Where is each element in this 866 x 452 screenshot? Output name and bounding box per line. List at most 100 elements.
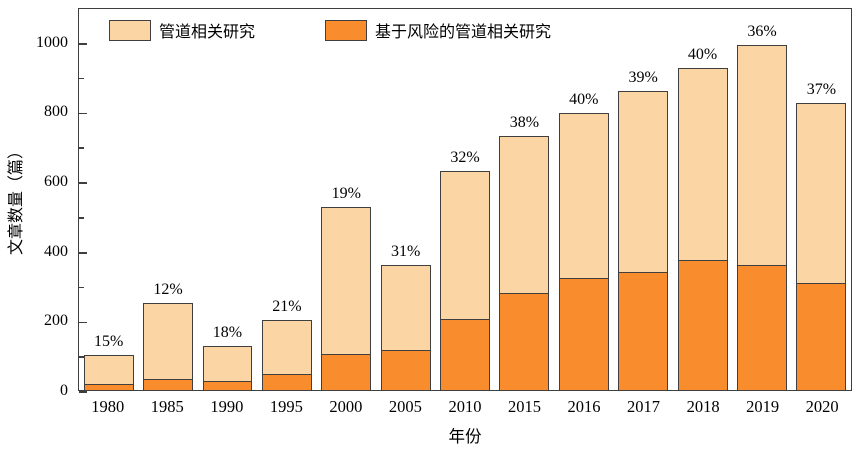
bar-1985: 12% bbox=[143, 281, 194, 390]
y-major-tick bbox=[79, 251, 87, 254]
x-tick-label-2010: 2010 bbox=[448, 397, 482, 416]
bar-segment-pipeline-research bbox=[321, 207, 372, 356]
y-minor-tick bbox=[79, 147, 84, 150]
bar-segment-risk-based-research bbox=[558, 279, 609, 390]
y-major-tick bbox=[79, 43, 87, 45]
bar-percent-label: 19% bbox=[331, 185, 361, 203]
bar-slot-2018: 40% bbox=[673, 9, 732, 390]
y-tick-label: 1000 bbox=[36, 33, 68, 51]
legend-label-risk-based-research: 基于风险的管道相关研究 bbox=[375, 24, 552, 41]
x-tick-label-2016: 2016 bbox=[567, 397, 601, 416]
bar-segment-pipeline-research bbox=[737, 45, 787, 267]
x-axis-title: 年份 bbox=[448, 427, 482, 446]
bar-slot-1995: 21% bbox=[257, 9, 316, 390]
bar-segment-pipeline-research bbox=[796, 102, 847, 284]
bar-slot-1980: 15% bbox=[79, 9, 138, 390]
bar-slot-1985: 12% bbox=[138, 9, 197, 390]
bar-percent-label: 37% bbox=[806, 80, 837, 98]
y-major-tick bbox=[79, 182, 87, 184]
bar-segment-pipeline-research bbox=[558, 113, 609, 280]
bar-2017: 39% bbox=[618, 69, 669, 390]
bar-segment-risk-based-research bbox=[796, 283, 847, 390]
bar-1980: 15% bbox=[83, 333, 134, 390]
bar-segment-risk-based-research bbox=[83, 384, 134, 390]
bar-2010: 32% bbox=[440, 149, 490, 390]
bar-segment-risk-based-research bbox=[737, 266, 787, 390]
bar-segment-pipeline-research bbox=[83, 355, 134, 385]
legend-item-pipeline-research: 管道相关研究 bbox=[109, 18, 255, 42]
legend: 管道相关研究 基于风险的管道相关研究 bbox=[109, 18, 551, 42]
bar-2018: 40% bbox=[677, 46, 728, 390]
bar-percent-label: 32% bbox=[450, 148, 480, 166]
bars-container: 15% 12% 18% 21% 19% 31% 32% 38% 40% 39% 40% 36% 37% bbox=[79, 9, 851, 390]
bar-2019: 36% bbox=[737, 23, 787, 390]
bar-slot-2016: 40% bbox=[554, 9, 613, 390]
x-tick-label-2005: 2005 bbox=[388, 397, 422, 416]
x-tick-label-2018: 2018 bbox=[686, 397, 720, 416]
plot-area: 15% 12% 18% 21% 19% 31% 32% 38% 40% 39% 40% 36% 37% … bbox=[78, 8, 852, 393]
bar-slot-2015: 38% bbox=[495, 9, 554, 390]
bar-percent-label: 18% bbox=[212, 324, 243, 342]
bar-percent-label: 31% bbox=[390, 242, 421, 260]
x-tick-label-2015: 2015 bbox=[507, 397, 541, 416]
bar-2005: 31% bbox=[380, 243, 431, 390]
y-minor-tick bbox=[79, 217, 84, 219]
bar-percent-label: 39% bbox=[628, 68, 658, 86]
bar-segment-risk-based-research bbox=[677, 261, 728, 390]
bar-2015: 38% bbox=[499, 114, 550, 390]
bar-segment-risk-based-research bbox=[440, 319, 490, 390]
x-tick-label-2020: 2020 bbox=[805, 397, 839, 416]
bar-2000: 19% bbox=[321, 185, 372, 390]
bar-1995: 21% bbox=[261, 298, 312, 390]
bar-slot-2020: 37% bbox=[792, 9, 851, 390]
y-tick-label: 600 bbox=[44, 173, 68, 191]
bar-segment-pipeline-research bbox=[202, 346, 253, 383]
x-tick-label-1995: 1995 bbox=[269, 397, 303, 416]
bar-segment-pipeline-research bbox=[618, 90, 669, 274]
bar-percent-label: 40% bbox=[687, 45, 718, 63]
legend-swatch-pipeline-research bbox=[109, 19, 151, 41]
bar-segment-risk-based-research bbox=[380, 351, 431, 390]
x-tick-label-1980: 1980 bbox=[91, 397, 125, 416]
bar-slot-2019: 36% bbox=[732, 9, 791, 390]
x-axis-tick-labels: 1980 1985 1990 1995 2000 2005 2010 2015 2016 2017… bbox=[78, 396, 852, 418]
y-minor-tick bbox=[79, 356, 84, 358]
legend-label-pipeline-research: 管道相关研究 bbox=[159, 24, 256, 41]
bar-slot-2005: 31% bbox=[376, 9, 435, 390]
y-major-tick bbox=[79, 321, 87, 324]
x-tick-label-1985: 1985 bbox=[150, 397, 184, 416]
bar-segment-risk-based-research bbox=[499, 293, 550, 390]
y-tick-label: 800 bbox=[44, 103, 68, 121]
bar-2020: 37% bbox=[796, 81, 847, 390]
legend-swatch-risk-based-research bbox=[325, 19, 368, 41]
bar-slot-2017: 39% bbox=[614, 9, 673, 390]
y-tick-label: 400 bbox=[44, 242, 68, 260]
bar-segment-risk-based-research bbox=[618, 273, 669, 390]
bar-slot-1990: 18% bbox=[198, 9, 257, 390]
bar-slot-2010: 32% bbox=[435, 9, 494, 390]
y-major-tick bbox=[79, 391, 87, 393]
bar-1990: 18% bbox=[202, 324, 253, 390]
x-tick-label-1990: 1990 bbox=[210, 397, 244, 416]
bar-percent-label: 12% bbox=[153, 280, 183, 298]
y-tick-label: 200 bbox=[44, 312, 68, 330]
bar-2016: 40% bbox=[558, 91, 609, 390]
y-tick-label: 0 bbox=[60, 382, 68, 399]
bar-percent-label: 21% bbox=[272, 298, 302, 316]
bar-segment-pipeline-research bbox=[499, 135, 550, 294]
y-minor-tick bbox=[79, 286, 84, 289]
y-major-tick bbox=[79, 112, 87, 115]
bar-segment-risk-based-research bbox=[202, 382, 253, 390]
bar-segment-pipeline-research bbox=[677, 67, 728, 262]
bar-segment-pipeline-research bbox=[143, 302, 194, 380]
bar-segment-pipeline-research bbox=[261, 320, 312, 376]
bar-percent-label: 40% bbox=[569, 91, 599, 109]
bar-segment-pipeline-research bbox=[440, 170, 490, 320]
bar-segment-risk-based-research bbox=[143, 379, 194, 390]
bar-segment-risk-based-research bbox=[321, 355, 372, 390]
x-tick-label-2017: 2017 bbox=[627, 397, 661, 416]
bar-percent-label: 36% bbox=[747, 23, 777, 41]
bar-percent-label: 38% bbox=[509, 113, 540, 131]
bar-slot-2000: 19% bbox=[317, 9, 376, 390]
